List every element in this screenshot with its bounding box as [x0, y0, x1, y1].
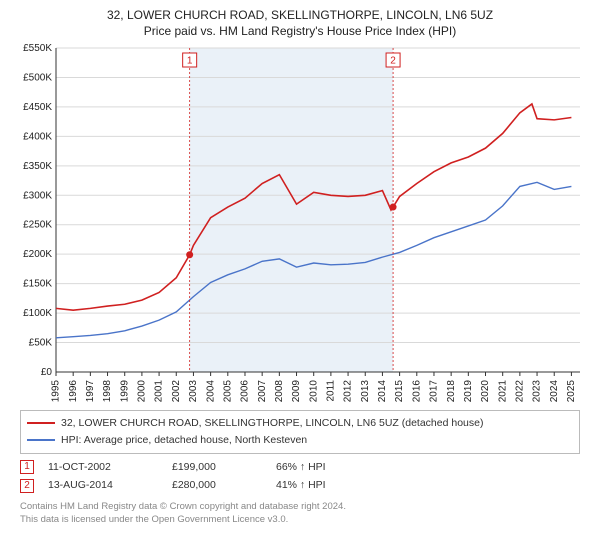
svg-text:2007: 2007	[257, 380, 268, 402]
chart-title-block: 32, LOWER CHURCH ROAD, SKELLINGTHORPE, L…	[0, 0, 600, 42]
svg-text:2015: 2015	[394, 380, 405, 402]
svg-text:£250K: £250K	[23, 220, 52, 231]
svg-text:£500K: £500K	[23, 72, 52, 83]
svg-text:2013: 2013	[360, 380, 371, 402]
svg-text:2021: 2021	[497, 380, 508, 402]
svg-text:2019: 2019	[463, 380, 474, 402]
svg-text:£100K: £100K	[23, 308, 52, 319]
svg-text:£300K: £300K	[23, 190, 52, 201]
svg-text:2022: 2022	[515, 380, 526, 402]
event-price: £199,000	[172, 458, 262, 477]
svg-text:2017: 2017	[429, 380, 440, 402]
svg-text:£400K: £400K	[23, 131, 52, 142]
svg-text:2016: 2016	[411, 380, 422, 402]
svg-text:£350K: £350K	[23, 161, 52, 172]
event-delta-vs-hpi: 66% ↑ HPI	[276, 458, 376, 477]
svg-text:2001: 2001	[154, 380, 165, 402]
title-line-1: 32, LOWER CHURCH ROAD, SKELLINGTHORPE, L…	[10, 8, 590, 22]
svg-text:2002: 2002	[171, 380, 182, 402]
legend-item: 32, LOWER CHURCH ROAD, SKELLINGTHORPE, L…	[27, 415, 573, 432]
svg-text:£150K: £150K	[23, 279, 52, 290]
svg-text:2023: 2023	[532, 380, 543, 402]
svg-text:1: 1	[187, 56, 193, 67]
svg-text:2008: 2008	[274, 380, 285, 402]
event-marker-badge: 1	[20, 460, 34, 474]
svg-text:2011: 2011	[326, 380, 337, 402]
footnote-line-1: Contains HM Land Registry data © Crown c…	[20, 501, 580, 514]
svg-text:2005: 2005	[222, 380, 233, 402]
event-delta-vs-hpi: 41% ↑ HPI	[276, 476, 376, 495]
svg-text:2003: 2003	[188, 380, 199, 402]
event-date: 13-AUG-2014	[48, 476, 158, 495]
event-row: 2 13-AUG-2014 £280,000 41% ↑ HPI	[20, 476, 580, 495]
chart-legend: 32, LOWER CHURCH ROAD, SKELLINGTHORPE, L…	[20, 410, 580, 454]
svg-text:1996: 1996	[68, 380, 79, 402]
svg-text:2025: 2025	[566, 380, 577, 402]
svg-text:2020: 2020	[480, 380, 491, 402]
svg-text:1997: 1997	[85, 380, 96, 402]
svg-text:2014: 2014	[377, 380, 388, 402]
legend-item: HPI: Average price, detached house, Nort…	[27, 432, 573, 449]
event-price: £280,000	[172, 476, 262, 495]
chart-svg: £0 £50K £100K £150K £200K £250K £300K £350K £400…	[10, 42, 590, 402]
svg-text:2012: 2012	[343, 380, 354, 402]
legend-swatch	[27, 422, 55, 424]
data-attribution: Contains HM Land Registry data © Crown c…	[20, 501, 580, 527]
svg-text:£550K: £550K	[23, 43, 52, 54]
legend-label: 32, LOWER CHURCH ROAD, SKELLINGTHORPE, L…	[61, 415, 483, 432]
svg-text:£200K: £200K	[23, 249, 52, 260]
price-chart: £0 £50K £100K £150K £200K £250K £300K £350K £400…	[10, 42, 590, 402]
svg-text:1995: 1995	[51, 380, 62, 402]
svg-text:1998: 1998	[102, 380, 113, 402]
svg-text:2024: 2024	[549, 380, 560, 402]
svg-text:£0: £0	[41, 367, 53, 378]
svg-text:2006: 2006	[240, 380, 251, 402]
svg-text:2000: 2000	[137, 380, 148, 402]
svg-text:2009: 2009	[291, 380, 302, 402]
footnote-line-2: This data is licensed under the Open Gov…	[20, 514, 580, 527]
svg-text:£50K: £50K	[29, 338, 53, 349]
event-date: 11-OCT-2002	[48, 458, 158, 477]
title-line-2: Price paid vs. HM Land Registry's House …	[10, 24, 590, 38]
svg-text:2010: 2010	[308, 380, 319, 402]
event-row: 1 11-OCT-2002 £199,000 66% ↑ HPI	[20, 458, 580, 477]
svg-text:2: 2	[390, 56, 396, 67]
svg-text:£450K: £450K	[23, 102, 52, 113]
svg-text:1999: 1999	[119, 380, 130, 402]
legend-label: HPI: Average price, detached house, Nort…	[61, 432, 307, 449]
legend-swatch	[27, 439, 55, 441]
event-marker-badge: 2	[20, 479, 34, 493]
sale-events: 1 11-OCT-2002 £199,000 66% ↑ HPI 2 13-AU…	[20, 458, 580, 496]
svg-text:2018: 2018	[446, 380, 457, 402]
svg-text:2004: 2004	[205, 380, 216, 402]
